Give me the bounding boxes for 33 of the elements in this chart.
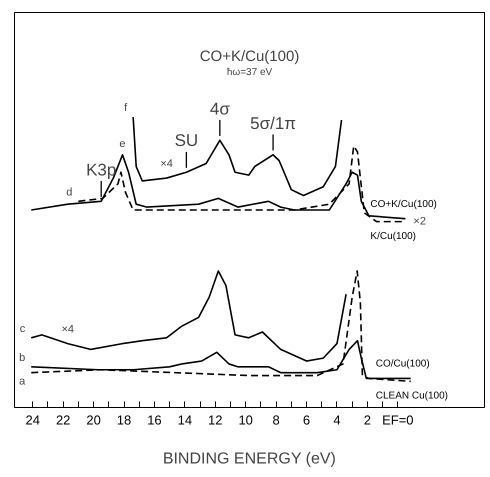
x-tick-label: 24 [26,412,40,428]
annotation: ×2 [413,216,426,228]
x-tick-label: 12 [208,412,223,428]
annotation: ×4 [61,324,74,336]
x-tick-label: 20 [86,412,101,428]
annotation: K3p [86,160,116,180]
chart-title: CO+K/Cu(100) [200,48,300,65]
x-tick-label: 16 [147,412,162,428]
x-tick-label: 4 [333,412,341,428]
annotation: c [20,322,26,335]
x-tick-label: 10 [238,412,253,428]
annotation: f [124,102,128,114]
annotation: a [19,376,26,388]
series-label: CO+K/Cu(100) [370,199,437,210]
annotation: 4σ [210,99,230,118]
x-tick-label: 2 [364,412,371,428]
annotation: ×4 [160,158,173,170]
series-label: CLEAN Cu(100) [376,390,448,402]
annotation: d [66,186,72,198]
x-tick-label: 18 [116,412,132,428]
x-tick-label: 14 [178,412,192,428]
chart-subtitle: ħω=37 eV [226,66,272,78]
series-label: K/Cu(100) [370,230,416,242]
series-label: CO/Cu(100) [376,358,430,370]
annotation: e [119,138,126,150]
x-tick-label: 8 [272,412,280,428]
x-tick-label: 6 [302,412,310,428]
x-tick-label: EF=0 [382,412,414,428]
annotation: 5σ/1π [250,114,296,133]
x-axis-title: BINDING ENERGY (eV) [162,450,336,468]
annotation: b [19,352,26,364]
annotation: SU [174,131,198,150]
x-tick-label: 22 [56,412,70,428]
